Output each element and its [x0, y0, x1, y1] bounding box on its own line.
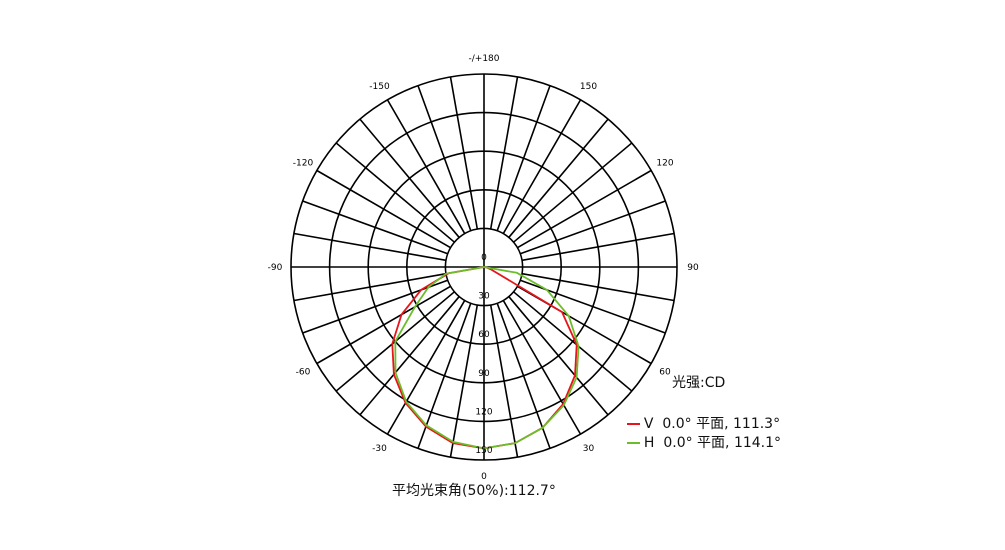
grid-spoke [359, 296, 460, 416]
grid-spoke [513, 291, 633, 392]
grid-spoke [513, 142, 633, 243]
angle-tick-label: 120 [656, 159, 673, 169]
grid-spoke [521, 232, 675, 262]
angle-tick-label: -90 [268, 263, 283, 273]
grid-spoke [302, 200, 449, 255]
legend-swatch-v [626, 423, 640, 425]
legend-item-v: V 0.0° 平面, 111.3° [618, 397, 780, 433]
grid-spoke [386, 300, 466, 435]
radial-tick-label: 120 [475, 407, 492, 417]
radial-tick-label: 30 [478, 292, 490, 302]
angle-tick-label: -120 [293, 159, 314, 169]
tick-labels: 0 30 60 90 120 150 -/+180 150 120 90 60 30 0 -30 -60 -9… [268, 54, 699, 482]
legend-label-v: V 0.0° 平面, 111.3° [643, 416, 781, 432]
grid-spoke [316, 169, 451, 249]
legend-label-h: H 0.0° 平面, 114.1° [643, 435, 782, 451]
grid-spoke [508, 296, 609, 416]
grid-spoke [489, 304, 519, 458]
radial-tick-label: 0 [481, 253, 487, 263]
angle-tick-label: -60 [296, 368, 311, 378]
grid-spoke [449, 76, 479, 230]
angle-tick-label: 0 [481, 472, 487, 482]
grid-spoke [335, 142, 455, 243]
radial-tick-label: 90 [478, 369, 490, 379]
angle-tick-label: -30 [372, 444, 387, 454]
grid-spoke [496, 85, 551, 232]
beam-angle-footer: 平均光束角(50%):112.7° [392, 483, 556, 499]
grid-spoke [386, 99, 466, 234]
grid-spoke [502, 99, 582, 234]
grid-spoke [293, 232, 447, 262]
grid-spoke [449, 304, 479, 458]
angle-tick-label: 90 [687, 263, 699, 273]
radial-tick-label: 60 [478, 330, 490, 340]
grid-spoke [521, 272, 675, 302]
grid-spoke [519, 200, 666, 255]
legend-item-h: H 0.0° 平面, 114.1° [618, 416, 781, 452]
angle-tick-label: 60 [659, 368, 671, 378]
grid-spoke [517, 169, 652, 249]
angle-tick-label: -150 [369, 82, 390, 92]
grid-spoke [502, 300, 582, 435]
series-curve-h [394, 266, 580, 450]
grid-spoke [359, 118, 460, 238]
radial-tick-label: 150 [475, 446, 492, 456]
grid-spoke [508, 118, 609, 238]
grid-spoke [417, 85, 472, 232]
legend-swatch-h [626, 442, 640, 444]
grid-spoke [496, 302, 551, 449]
angle-tick-label: 150 [580, 82, 597, 92]
grid-spoke [316, 285, 451, 365]
grid-spoke [302, 279, 449, 334]
grid-spoke [293, 272, 447, 302]
grid-spoke [417, 302, 472, 449]
angle-tick-label: -/+180 [469, 54, 500, 64]
grid-spoke [489, 76, 519, 230]
angle-tick-label: 30 [583, 444, 595, 454]
curves [391, 266, 580, 450]
unit-label: 光强:CD [672, 375, 726, 391]
